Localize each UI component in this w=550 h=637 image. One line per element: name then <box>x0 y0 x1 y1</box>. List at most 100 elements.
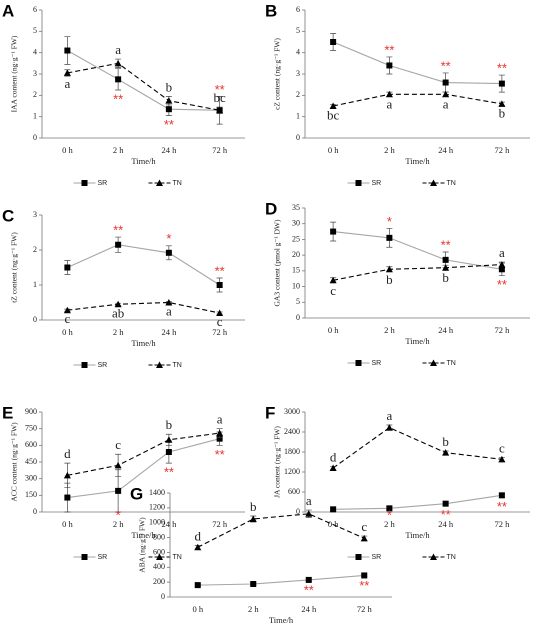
y-tick-label: 6 <box>296 5 300 14</box>
panel-label: C <box>2 206 14 225</box>
significance-star: ** <box>497 61 507 76</box>
marker-triangle <box>216 429 224 437</box>
x-tick-label: 0 h <box>62 327 73 337</box>
y-tick-label: 800 <box>153 532 165 541</box>
marker-triangle <box>63 69 71 76</box>
series-line <box>67 438 220 499</box>
significance-letter: bc <box>213 90 226 105</box>
x-tick-label: 24 h <box>438 325 454 335</box>
x-tick-label: 72 h <box>212 145 228 155</box>
legend-label: TN <box>173 180 182 187</box>
marker-triangle <box>442 264 450 271</box>
marker-square <box>498 492 505 499</box>
y-tick-label: 2 <box>33 90 37 99</box>
y-tick-label: 1400 <box>149 488 165 497</box>
marker-triangle <box>329 464 337 471</box>
x-tick-label: 24 h <box>438 519 454 529</box>
marker-triangle <box>156 179 163 186</box>
y-tick-label: 400 <box>153 562 165 571</box>
x-tick-label: 72 h <box>494 145 510 155</box>
x-tick-label: 2 h <box>113 145 124 155</box>
y-tick-label: 25 <box>292 234 300 243</box>
significance-letter: d <box>64 446 71 461</box>
significance-letter: a <box>499 245 505 260</box>
significance-star: ** <box>441 237 451 252</box>
marker-triangle <box>165 436 173 443</box>
x-tick-label: 0 h <box>62 519 73 529</box>
marker-square <box>442 79 449 86</box>
marker-triangle <box>430 553 437 560</box>
marker-triangle <box>329 276 337 284</box>
significance-letter: c <box>361 519 367 534</box>
panel: F 0 600 1200 1800 2400 3000 JA content (ng·g⁻¹ … <box>265 403 530 561</box>
significance-letter: b <box>442 434 449 449</box>
y-tick-label: 3000 <box>284 407 300 416</box>
x-tick-label: 2 h <box>384 145 395 155</box>
marker-triangle <box>498 261 506 268</box>
significance-letter: b <box>499 106 506 121</box>
panel: B 0 1 2 3 4 5 6 cZ content (ng·g⁻¹ FW) 0 h 2 h 24 h… <box>265 1 530 187</box>
marker-square <box>216 435 223 442</box>
marker-square <box>355 180 362 186</box>
y-tick-label: 600 <box>153 547 165 556</box>
significance-star: * <box>116 507 121 522</box>
marker-square <box>355 554 362 560</box>
y-tick-label: 2 <box>33 245 37 254</box>
y-tick-label: 200 <box>153 577 165 586</box>
x-tick-label: 2 h <box>113 519 124 529</box>
x-tick-label: 24 h <box>161 145 177 155</box>
marker-square <box>442 500 449 507</box>
y-tick-label: 1 <box>33 111 37 120</box>
x-tick-label: 72 h <box>357 604 373 614</box>
significance-star: ** <box>441 58 451 73</box>
y-tick-label: 15 <box>292 266 300 275</box>
panel: C 0 1 2 3 tZ content (ng·g⁻¹ FW) 0 h 2 h 24 h 72 … <box>2 206 245 369</box>
significance-star: ** <box>441 507 451 522</box>
series-line <box>333 93 502 107</box>
marker-triangle <box>385 424 393 431</box>
marker-square <box>386 505 393 512</box>
significance-star: ** <box>359 578 369 593</box>
x-tick-label: 2 h <box>113 327 124 337</box>
y-tick-label: 1000 <box>149 518 165 527</box>
y-tick-label: 2400 <box>284 427 300 436</box>
series-line <box>67 50 220 111</box>
y-tick-label: 750 <box>25 423 37 432</box>
marker-triangle <box>249 515 257 522</box>
y-tick-label: 0 <box>296 313 300 322</box>
y-tick-label: 30 <box>292 219 300 228</box>
y-tick-label: 0 <box>296 133 300 142</box>
x-axis-label: Time/h <box>405 336 430 346</box>
significance-letter: a <box>443 96 449 111</box>
y-tick-label: 10 <box>292 281 300 290</box>
y-tick-label: 5 <box>33 26 37 35</box>
panel-label: G <box>130 484 143 503</box>
panel: D 0 5 10 15 20 25 30 35 GA3 content (pmol g⁻¹ DW)… <box>265 199 530 367</box>
marker-square <box>250 581 257 587</box>
series-line <box>67 244 220 286</box>
marker-triangle <box>114 300 122 308</box>
x-axis-label: Time/h <box>131 530 156 540</box>
y-tick-label: 0 <box>33 133 37 142</box>
significance-star: ** <box>497 277 507 292</box>
significance-letter: a <box>166 304 172 319</box>
x-tick-label: 24 h <box>301 604 317 614</box>
y-axis-label: ABA (ng·g⁻¹ FW) <box>138 517 147 573</box>
marker-triangle <box>216 309 224 316</box>
significance-letter: b <box>166 79 173 94</box>
x-tick-label: 2 h <box>384 325 395 335</box>
legend-label: SR <box>98 362 108 369</box>
y-tick-label: 5 <box>296 297 300 306</box>
marker-triangle <box>216 106 224 114</box>
y-tick-label: 0 <box>161 592 165 601</box>
series-line <box>67 301 220 314</box>
significance-letter: ab <box>112 305 124 320</box>
marker-triangle <box>430 359 437 366</box>
significance-star: ** <box>164 117 174 132</box>
x-axis-label: Time/h <box>269 615 294 625</box>
significance-star: ** <box>215 82 225 97</box>
marker-triangle <box>156 361 163 368</box>
x-tick-label: 0 h <box>62 145 73 155</box>
y-tick-label: 1800 <box>284 447 300 456</box>
series-line <box>197 574 365 586</box>
